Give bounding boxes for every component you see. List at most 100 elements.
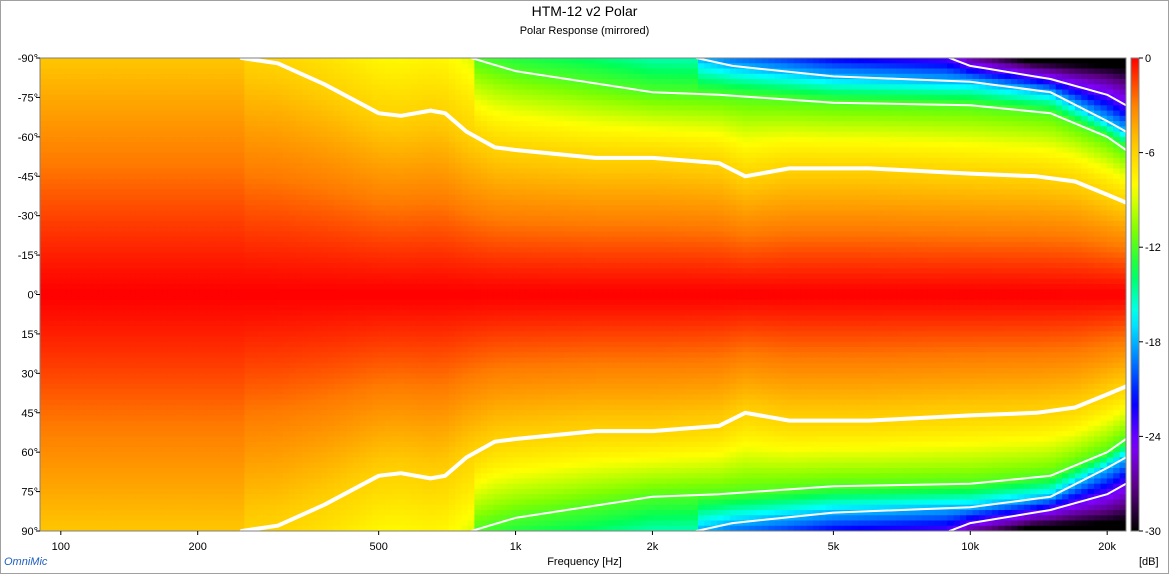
heatmap-cell: [142, 236, 150, 243]
heatmap-cell: [308, 173, 316, 180]
heatmap-cell: [161, 425, 169, 432]
heatmap-cell: [52, 494, 60, 501]
heatmap-cell: [65, 509, 73, 516]
heatmap-cell: [378, 273, 386, 280]
heatmap-cell: [167, 241, 175, 248]
heatmap-cell: [97, 410, 105, 416]
heatmap-cell: [199, 305, 207, 311]
heatmap-cell: [257, 441, 265, 448]
heatmap-cell: [206, 452, 214, 459]
heatmap-cell: [206, 178, 214, 185]
heatmap-cell: [333, 357, 341, 364]
heatmap-cell: [193, 215, 201, 222]
heatmap-cell: [167, 152, 175, 159]
heatmap-cell: [206, 420, 214, 427]
heatmap-cell: [46, 452, 54, 459]
heatmap-cell: [218, 283, 226, 290]
heatmap-cell: [46, 520, 54, 527]
heatmap-cell: [308, 241, 316, 248]
heatmap-cell: [40, 73, 47, 80]
heatmap-cell: [142, 420, 150, 427]
heatmap-cell: [238, 294, 246, 301]
heatmap-cell: [46, 126, 54, 133]
heatmap-cell: [269, 315, 277, 322]
heatmap-cell: [174, 483, 182, 490]
heatmap-cell: [340, 299, 348, 306]
heatmap-cell: [103, 373, 111, 380]
heatmap-cell: [129, 310, 137, 317]
heatmap-cell: [180, 89, 188, 96]
heatmap-cell: [244, 79, 252, 85]
heatmap-cell: [238, 163, 246, 169]
heatmap-cell: [282, 110, 290, 117]
heatmap-cell: [257, 283, 265, 290]
heatmap-cell: [65, 499, 73, 506]
heatmap-cell: [129, 173, 137, 180]
heatmap-cell: [353, 257, 361, 264]
heatmap-cell: [327, 247, 335, 254]
heatmap-cell: [353, 94, 361, 101]
heatmap-cell: [257, 473, 265, 480]
heatmap-cell: [129, 399, 137, 406]
heatmap-cell: [59, 310, 67, 317]
heatmap-cell: [65, 121, 73, 127]
heatmap-cell: [167, 278, 175, 285]
heatmap-cell: [193, 347, 201, 353]
heatmap-cell: [365, 299, 373, 306]
heatmap-cell: [142, 320, 150, 327]
heatmap-cell: [372, 189, 380, 196]
heatmap-cell: [340, 283, 348, 290]
heatmap-cell: [78, 152, 86, 159]
heatmap-cell: [295, 79, 303, 85]
heatmap-cell: [269, 131, 277, 138]
heatmap-cell: [97, 431, 105, 437]
heatmap-cell: [218, 100, 226, 106]
heatmap-cell: [167, 509, 175, 516]
heatmap-cell: [378, 268, 386, 275]
heatmap-cell: [40, 257, 47, 264]
heatmap-cell: [71, 441, 79, 448]
heatmap-cell: [365, 399, 373, 406]
heatmap-cell: [65, 368, 73, 374]
heatmap-cell: [308, 457, 316, 464]
heatmap-cell: [46, 425, 54, 432]
heatmap-cell: [148, 446, 156, 453]
heatmap-cell: [263, 173, 271, 180]
heatmap-cell: [384, 399, 392, 406]
heatmap-cell: [308, 483, 316, 490]
heatmap-cell: [123, 131, 131, 138]
heatmap-cell: [110, 515, 118, 522]
heatmap-cell: [129, 247, 137, 254]
heatmap-cell: [384, 194, 392, 201]
heatmap-cell: [333, 241, 341, 248]
heatmap-cell: [282, 320, 290, 327]
heatmap-cell: [135, 315, 143, 322]
heatmap-cell: [91, 157, 99, 164]
heatmap-cell: [116, 357, 124, 364]
heatmap-cell: [167, 294, 175, 301]
heatmap-cell: [384, 220, 392, 227]
heatmap-cell: [52, 347, 60, 353]
heatmap-cell: [46, 368, 54, 374]
heatmap-cell: [308, 478, 316, 485]
heatmap-cell: [84, 163, 92, 169]
heatmap-cell: [212, 63, 220, 70]
heatmap-cell: [276, 278, 284, 285]
heatmap-cell: [161, 394, 169, 401]
heatmap-cell: [116, 199, 124, 206]
heatmap-cell: [97, 205, 105, 212]
heatmap-cell: [78, 373, 86, 380]
heatmap-cell: [154, 494, 162, 501]
heatmap-cell: [129, 241, 137, 248]
heatmap-cell: [257, 399, 265, 406]
heatmap-cell: [295, 399, 303, 406]
heatmap-cell: [59, 347, 67, 353]
heatmap-cell: [225, 410, 233, 416]
heatmap-cell: [225, 152, 233, 159]
heatmap-cell: [244, 84, 252, 91]
heatmap-cell: [65, 89, 73, 96]
heatmap-cell: [65, 473, 73, 480]
heatmap-cell: [250, 420, 258, 427]
heatmap-cell: [206, 142, 214, 148]
heatmap-cell: [289, 226, 297, 233]
